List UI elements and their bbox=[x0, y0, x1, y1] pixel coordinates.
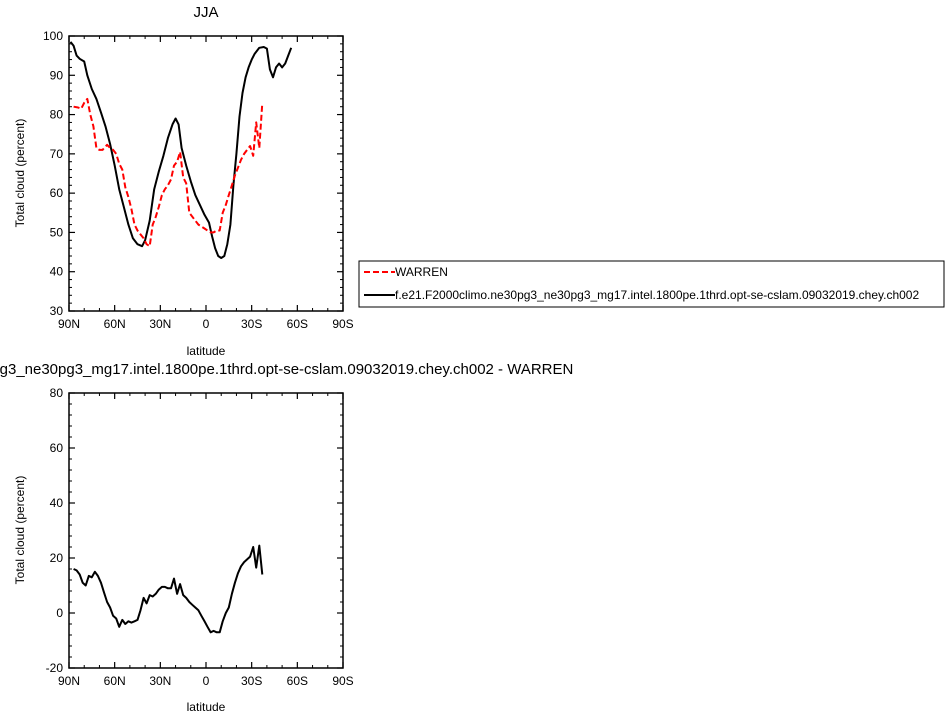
x-tick-label: 90N bbox=[58, 674, 80, 688]
chart-title: JJA bbox=[193, 4, 218, 21]
y-tick-label: 0 bbox=[56, 606, 63, 620]
chart-title: f.e21.F2000climo.ne30pg3_ne30pg3_mg17.in… bbox=[0, 361, 573, 378]
y-tick-label: 30 bbox=[50, 304, 64, 318]
y-tick-label: 60 bbox=[50, 186, 64, 200]
y-tick-label: 80 bbox=[50, 108, 64, 122]
x-tick-label: 60S bbox=[287, 317, 308, 331]
series-line-1 bbox=[73, 544, 264, 634]
x-axis-title: latitude bbox=[187, 344, 226, 358]
legend-label-warren: WARREN bbox=[395, 265, 448, 279]
y-tick-label: -20 bbox=[46, 661, 64, 675]
legend: WARREN f.e21.F2000climo.ne30pg3_ne30pg3_… bbox=[358, 260, 945, 308]
y-tick-label: 20 bbox=[50, 551, 64, 565]
legend-frame bbox=[358, 260, 945, 308]
y-tick-label: 80 bbox=[50, 386, 64, 400]
series-line-1 bbox=[73, 97, 264, 248]
x-tick-label: 60N bbox=[104, 317, 126, 331]
x-tick-label: 90N bbox=[58, 317, 80, 331]
x-tick-label: 30S bbox=[241, 317, 262, 331]
x-axis-title: latitude bbox=[187, 700, 226, 714]
x-tick-label: 90S bbox=[332, 674, 353, 688]
y-axis-title: Total cloud (percent) bbox=[13, 476, 27, 585]
plot-area bbox=[68, 392, 344, 669]
x-tick-label: 0 bbox=[203, 317, 210, 331]
x-tick-label: 60N bbox=[104, 674, 126, 688]
plot-frame bbox=[68, 392, 344, 669]
x-tick-label: 30S bbox=[241, 674, 262, 688]
y-axis-title: Total cloud (percent) bbox=[13, 119, 27, 228]
x-tick-label: 0 bbox=[203, 674, 210, 688]
x-tick-label: 30N bbox=[149, 317, 171, 331]
x-tick-label: 90S bbox=[332, 317, 353, 331]
x-tick-label: 60S bbox=[287, 674, 308, 688]
y-tick-label: 60 bbox=[50, 441, 64, 455]
plot-area bbox=[68, 35, 344, 312]
chart-panel-bottom: f.e21.F2000climo.ne30pg3_ne30pg3_mg17.in… bbox=[0, 361, 573, 714]
y-tick-label: 50 bbox=[50, 225, 64, 239]
y-tick-label: 40 bbox=[50, 265, 64, 279]
x-tick-label: 30N bbox=[149, 674, 171, 688]
y-tick-label: 90 bbox=[50, 68, 64, 82]
y-tick-label: 40 bbox=[50, 496, 64, 510]
y-tick-label: 70 bbox=[50, 147, 64, 161]
plot-frame bbox=[68, 35, 344, 312]
chart-panel-top: JJA Total cloud (percent) latitude 90N 60… bbox=[13, 4, 945, 358]
legend-label-model: f.e21.F2000climo.ne30pg3_ne30pg3_mg17.in… bbox=[395, 288, 919, 302]
y-tick-label: 100 bbox=[43, 29, 63, 43]
series-line-2 bbox=[69, 41, 293, 259]
